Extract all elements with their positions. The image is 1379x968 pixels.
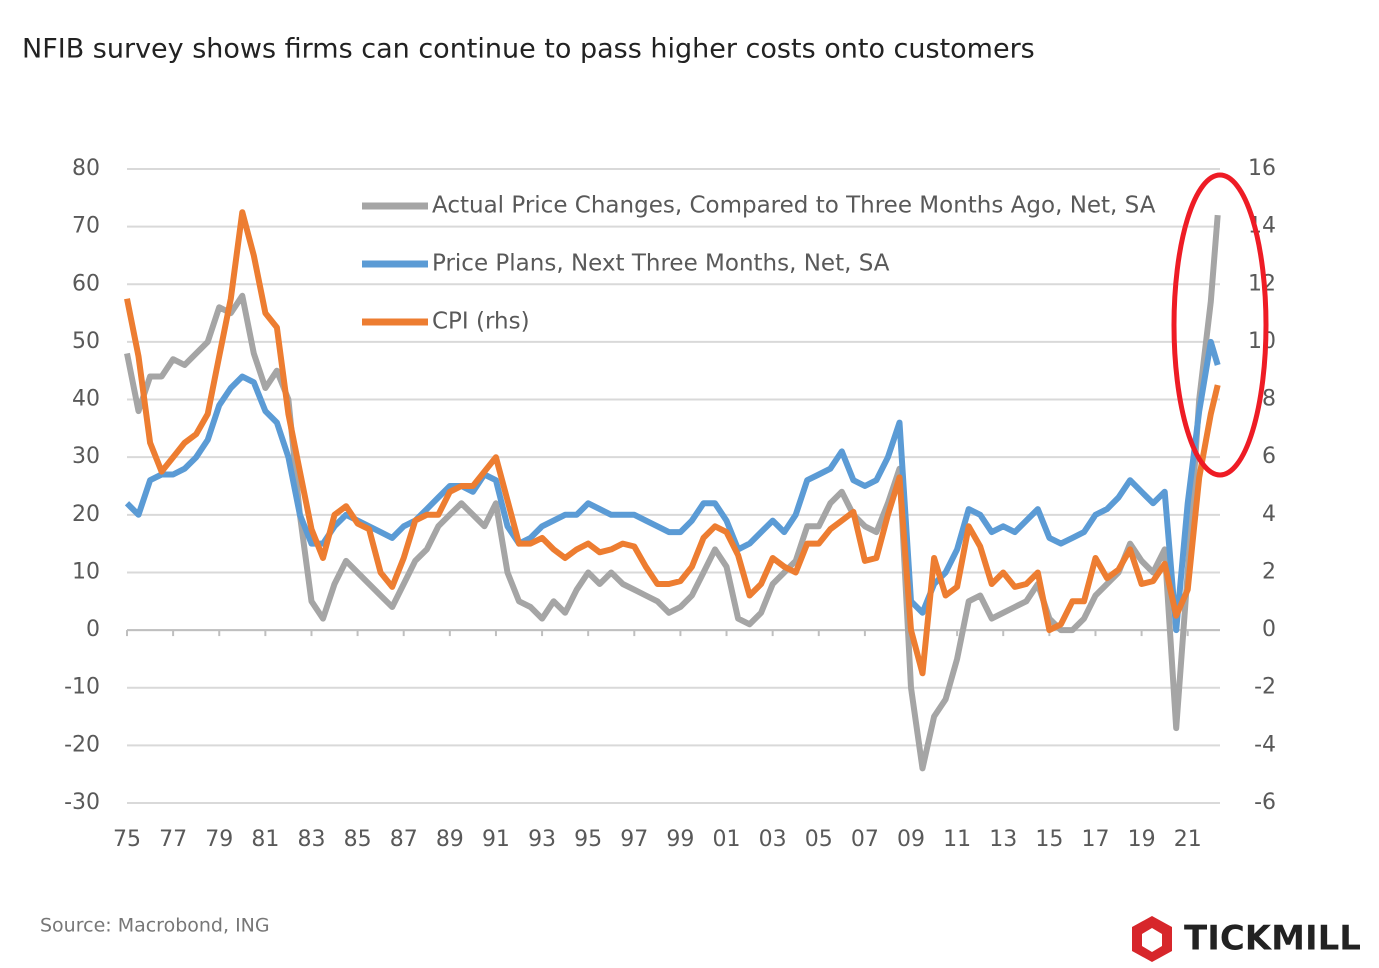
x-tick-label: 97 [620,827,648,852]
y-tick-label: -20 [64,732,100,757]
y-tick-label: 0 [86,617,100,642]
y2-tick-label: 8 [1262,387,1276,412]
x-tick-label: 15 [1035,827,1063,852]
legend-label: CPI (rhs) [432,309,530,335]
x-tick-label: 83 [297,827,325,852]
x-tick-label: 13 [989,827,1017,852]
y2-tick-label: -4 [1254,732,1276,757]
y2-tick-label: 10 [1248,329,1276,354]
y-tick-label: 20 [72,502,100,527]
x-tick-label: 03 [759,827,787,852]
x-tick-label: 19 [1128,827,1156,852]
source: Source: Macrobond, ING [40,915,270,937]
x-tick-label: 01 [713,827,741,852]
x-tick-label: 87 [390,827,418,852]
x-tick-label: 91 [482,827,510,852]
y2-tick-label: 2 [1262,559,1276,584]
x-tick-label: 21 [1174,827,1202,852]
x-tick-label: 99 [666,827,694,852]
y-tick-label: 70 [72,214,100,239]
x-tick-label: 95 [574,827,602,852]
x-tick-label: 11 [943,827,971,852]
y-tick-label: -10 [64,675,100,700]
brand: TICKMILL [1184,919,1361,959]
chart-title: NFIB survey shows firms can continue to … [22,34,1035,65]
y-tick-label: 30 [72,444,100,469]
x-tick-label: 07 [851,827,879,852]
x-tick-label: 77 [159,827,187,852]
x-tick-label: 17 [1081,827,1109,852]
y-tick-label: -30 [64,790,100,815]
x-tick-label: 81 [251,827,279,852]
y-tick-label: 60 [72,271,100,296]
series-line [124,214,1221,772]
x-tick-label: 93 [528,827,556,852]
x-tick-label: 05 [805,827,833,852]
series-line [124,338,1221,634]
x-tick-label: 79 [205,827,233,852]
legend-label: Price Plans, Next Three Months, Net, SA [432,251,890,277]
x-tick-label: 85 [344,827,372,852]
x-tick-label: 89 [436,827,464,852]
y2-tick-label: 0 [1262,617,1276,642]
y-tick-label: 40 [72,387,100,412]
brand-logo [1132,916,1172,962]
y2-tick-label: -6 [1254,790,1276,815]
x-tick-label: 75 [113,827,141,852]
y-tick-label: 80 [72,156,100,181]
x-tick-label: 09 [897,827,925,852]
y2-tick-label: 4 [1262,502,1276,527]
y-tick-label: 10 [72,559,100,584]
y2-tick-label: -2 [1254,675,1276,700]
y-tick-label: 50 [72,329,100,354]
legend-label: Actual Price Changes, Compared to Three … [432,193,1156,219]
y2-tick-label: 16 [1248,156,1276,181]
y2-tick-label: 6 [1262,444,1276,469]
series-line [124,209,1221,677]
highlight-ellipse [1171,172,1269,478]
